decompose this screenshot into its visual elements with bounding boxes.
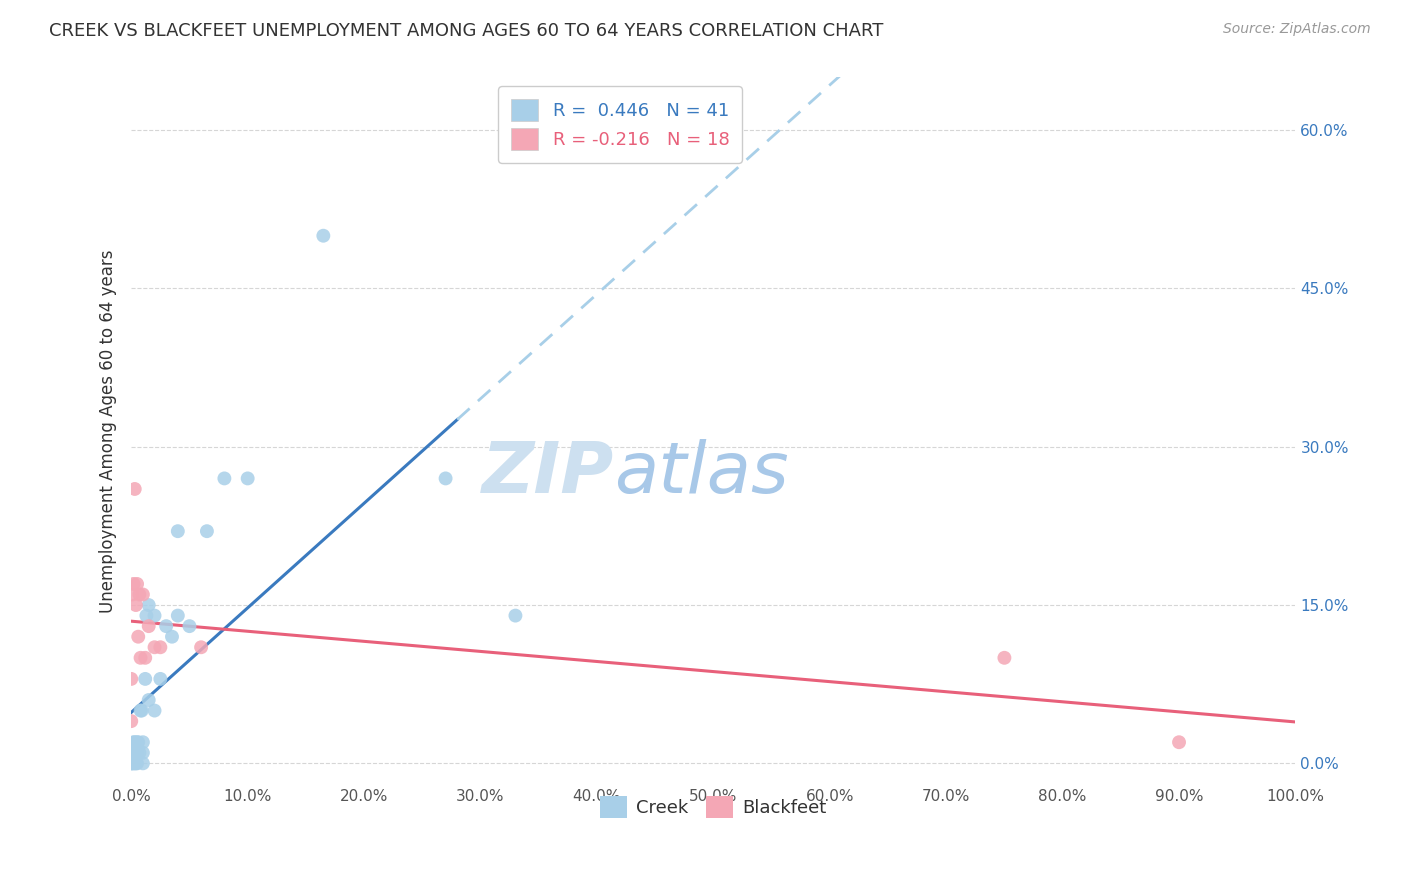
Point (122, 735, 145, 749)
Point (121, 756, 143, 771)
Point (125, 756, 148, 771)
Point (312, 228, 335, 243)
Point (166, 524, 188, 538)
Text: atlas: atlas (614, 439, 789, 508)
Point (125, 577, 148, 591)
Point (120, 756, 142, 771)
Point (160, 630, 183, 644)
Point (132, 735, 155, 749)
Point (125, 746, 148, 760)
Point (128, 587, 150, 601)
Point (1168, 735, 1191, 749)
Point (122, 756, 145, 771)
Point (131, 704, 153, 718)
Point (149, 640, 172, 655)
Point (121, 587, 143, 601)
Point (138, 619, 160, 633)
Point (121, 746, 143, 760)
Point (143, 640, 166, 655)
Point (132, 746, 155, 760)
Point (125, 756, 148, 771)
Point (120, 672, 142, 686)
Point (138, 598, 160, 612)
Point (124, 482, 146, 496)
Point (120, 714, 142, 728)
Point (134, 672, 156, 686)
Point (166, 608, 188, 623)
Point (143, 704, 166, 718)
Point (124, 735, 146, 749)
Point (149, 672, 172, 686)
Point (127, 630, 149, 644)
Point (135, 608, 157, 623)
Point (120, 746, 142, 760)
Point (155, 619, 177, 633)
Point (120, 756, 142, 771)
Point (993, 650, 1015, 665)
Point (134, 650, 156, 665)
Legend: Creek, Blackfeet: Creek, Blackfeet (593, 789, 834, 825)
Point (143, 608, 166, 623)
Point (132, 587, 155, 601)
Point (129, 650, 152, 665)
Point (125, 598, 148, 612)
Point (236, 471, 259, 485)
Text: CREEK VS BLACKFEET UNEMPLOYMENT AMONG AGES 60 TO 64 YEARS CORRELATION CHART: CREEK VS BLACKFEET UNEMPLOYMENT AMONG AG… (49, 22, 883, 40)
Text: ZIP: ZIP (482, 439, 614, 508)
Point (124, 756, 146, 771)
Point (195, 524, 218, 538)
Point (138, 693, 160, 707)
Point (129, 704, 152, 718)
Point (214, 471, 236, 485)
Point (122, 577, 145, 591)
Point (125, 735, 148, 749)
Point (127, 735, 149, 749)
Point (190, 640, 212, 655)
Y-axis label: Unemployment Among Ages 60 to 64 years: Unemployment Among Ages 60 to 64 years (100, 249, 117, 613)
Point (125, 746, 148, 760)
Point (434, 471, 457, 485)
Text: Source: ZipAtlas.com: Source: ZipAtlas.com (1223, 22, 1371, 37)
Point (124, 746, 146, 760)
Point (132, 756, 155, 771)
Point (179, 619, 201, 633)
Point (122, 746, 145, 760)
Point (128, 746, 150, 760)
Point (505, 608, 527, 623)
